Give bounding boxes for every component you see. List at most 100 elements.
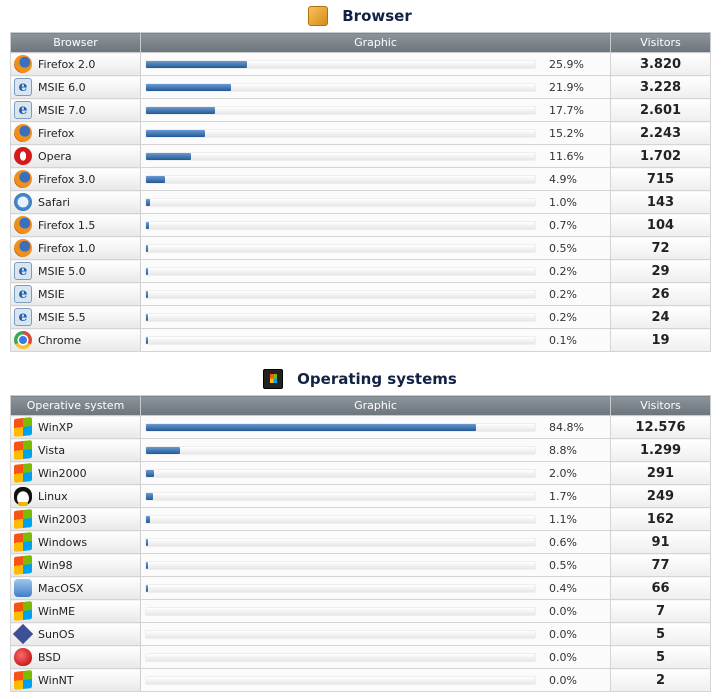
row-label: MSIE 5.5 [38, 310, 86, 324]
bar-track [145, 243, 536, 253]
header-browser[interactable]: Browser [10, 32, 141, 53]
name-cell: Linux [10, 484, 141, 508]
table-row: WinNT 0.0% 2 [10, 668, 711, 692]
visitors-value: 29 [610, 259, 711, 283]
windows-icon [14, 440, 32, 460]
name-cell: WinNT [10, 668, 141, 692]
visitors-value: 5 [610, 645, 711, 669]
percent-label: 11.6% [549, 149, 584, 163]
bar-fill [146, 106, 215, 114]
percent-label: 0.5% [549, 558, 577, 572]
table-row: Linux 1.7% 249 [10, 484, 711, 508]
row-label: Windows [38, 535, 88, 549]
visitors-value: 249 [610, 484, 711, 508]
table-row: Win98 0.5% 77 [10, 553, 711, 577]
row-label: Firefox 3.0 [38, 172, 96, 186]
bar-track [145, 128, 536, 138]
row-label: Win98 [38, 558, 73, 572]
bar-fill [146, 152, 191, 160]
percent-label: 0.0% [549, 650, 577, 664]
visitors-value: 3.228 [610, 75, 711, 99]
visitors-value: 19 [610, 328, 711, 352]
name-cell: Firefox 2.0 [10, 52, 141, 76]
table-row: SunOS 0.0% 5 [10, 622, 711, 646]
graphic-cell: 21.9% [140, 75, 611, 99]
percent-label: 0.7% [549, 218, 577, 232]
bar-fill [146, 423, 476, 431]
row-label: MSIE [38, 287, 65, 301]
row-label: MSIE 7.0 [38, 103, 86, 117]
name-cell: Vista [10, 438, 141, 462]
os-table-header: Operative system Graphic Visitors [10, 395, 711, 416]
table-row: Win2003 1.1% 162 [10, 507, 711, 531]
name-cell: BSD [10, 645, 141, 669]
firefox-icon [14, 55, 32, 73]
percent-label: 17.7% [549, 103, 584, 117]
name-cell: Win98 [10, 553, 141, 577]
graphic-cell: 4.9% [140, 167, 611, 191]
table-row: e MSIE 5.0 0.2% 29 [10, 259, 711, 283]
firefox-icon [14, 170, 32, 188]
table-row: MacOSX 0.4% 66 [10, 576, 711, 600]
header-visitors[interactable]: Visitors [610, 395, 711, 416]
bar-track [145, 629, 536, 639]
header-visitors[interactable]: Visitors [610, 32, 711, 53]
visitors-value: 7 [610, 599, 711, 623]
table-row: Firefox 1.0 0.5% 72 [10, 236, 711, 260]
name-cell: e MSIE [10, 282, 141, 306]
percent-label: 1.0% [549, 195, 577, 209]
row-label: WinME [38, 604, 76, 618]
firefox-icon [14, 216, 32, 234]
row-label: MSIE 5.0 [38, 264, 86, 278]
row-label: WinNT [38, 673, 74, 687]
percent-label: 84.8% [549, 420, 584, 434]
visitors-value: 5 [610, 622, 711, 646]
bar-track [145, 151, 536, 161]
name-cell: Windows [10, 530, 141, 554]
safari-icon [14, 193, 32, 211]
row-label: MSIE 6.0 [38, 80, 86, 94]
visitors-value: 162 [610, 507, 711, 531]
table-row: WinXP 84.8% 12.576 [10, 415, 711, 439]
firefox-icon [14, 239, 32, 257]
bar-track [145, 197, 536, 207]
name-cell: Win2000 [10, 461, 141, 485]
percent-label: 0.2% [549, 264, 577, 278]
table-row: WinME 0.0% 7 [10, 599, 711, 623]
msie-icon: e [14, 285, 32, 303]
name-cell: Safari [10, 190, 141, 214]
percent-label: 0.5% [549, 241, 577, 255]
name-cell: e MSIE 6.0 [10, 75, 141, 99]
graphic-cell: 0.0% [140, 622, 611, 646]
msie-icon: e [14, 308, 32, 326]
name-cell: Chrome [10, 328, 141, 352]
table-row: e MSIE 7.0 17.7% 2.601 [10, 98, 711, 122]
name-cell: Firefox 1.5 [10, 213, 141, 237]
header-operative-system[interactable]: Operative system [10, 395, 141, 416]
graphic-cell: 0.6% [140, 530, 611, 554]
bar-track [145, 174, 536, 184]
windows-icon [14, 417, 32, 437]
bsd-icon [14, 648, 32, 666]
graphic-cell: 8.8% [140, 438, 611, 462]
graphic-cell: 2.0% [140, 461, 611, 485]
os-section: Operating systems Operative system Graph… [10, 363, 711, 692]
bar-track [145, 514, 536, 524]
bar-fill [146, 515, 150, 523]
bar-track [145, 468, 536, 478]
bar-fill [146, 221, 149, 229]
graphic-cell: 0.1% [140, 328, 611, 352]
percent-label: 2.0% [549, 466, 577, 480]
visitors-value: 72 [610, 236, 711, 260]
bar-track [145, 491, 536, 501]
percent-label: 0.6% [549, 535, 577, 549]
bar-track [145, 105, 536, 115]
graphic-cell: 84.8% [140, 415, 611, 439]
table-row: Firefox 1.5 0.7% 104 [10, 213, 711, 237]
table-row: Vista 8.8% 1.299 [10, 438, 711, 462]
browser-section-icon [308, 6, 329, 26]
table-row: Windows 0.6% 91 [10, 530, 711, 554]
table-row: e MSIE 6.0 21.9% 3.228 [10, 75, 711, 99]
graphic-cell: 1.7% [140, 484, 611, 508]
percent-label: 1.7% [549, 489, 577, 503]
